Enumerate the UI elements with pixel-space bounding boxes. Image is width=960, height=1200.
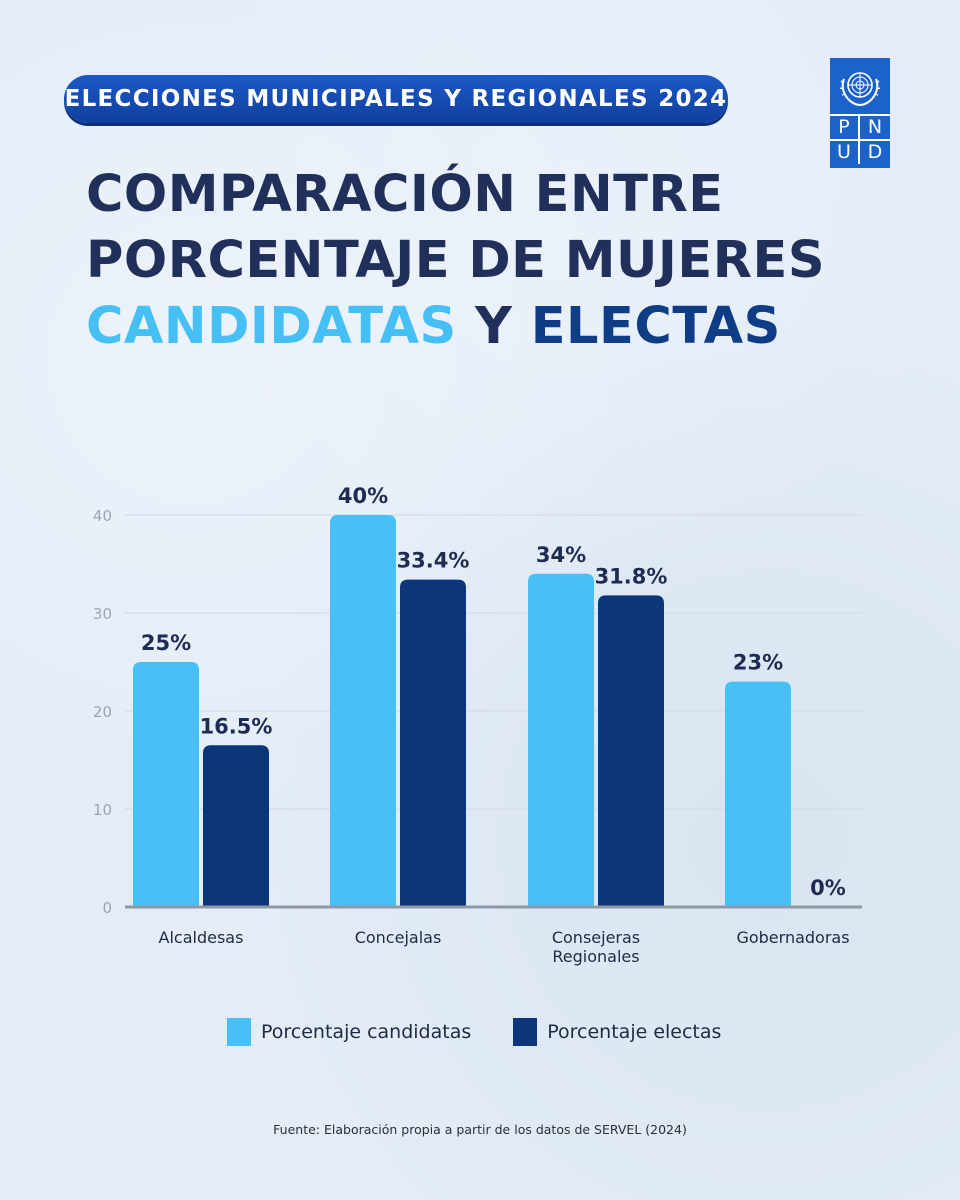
legend-swatch-electas (513, 1018, 538, 1046)
data-label: 33.4% (397, 549, 470, 573)
bar-candidatas (528, 573, 594, 907)
bar-candidatas (725, 681, 791, 907)
legend-label-candidatas: Porcentaje candidatas (261, 1021, 472, 1043)
title-line-2: PORCENTAJE DE MUJERES (86, 231, 826, 290)
pnud-letters: P N U D (830, 114, 890, 164)
x-tick-label: Consejeras (552, 928, 640, 947)
data-label: 34% (536, 543, 586, 567)
chart-legend: Porcentaje candidatas Porcentaje electas (227, 1018, 721, 1046)
title-conjunction: Y (456, 297, 531, 356)
legend-label-electas: Porcentaje electas (547, 1021, 722, 1043)
y-tick-label: 0 (102, 899, 112, 917)
data-label: 40% (338, 484, 388, 508)
un-emblem-icon (839, 72, 881, 106)
data-label: 23% (733, 651, 783, 675)
header-pill: ELECCIONES MUNICIPALES Y REGIONALES 2024 (64, 75, 728, 123)
title-candidatas: CANDIDATAS (86, 297, 457, 356)
legend-item-electas: Porcentaje electas (513, 1018, 721, 1046)
bar-electas (598, 595, 664, 907)
y-tick-label: 10 (93, 801, 112, 819)
y-tick-label: 40 (93, 507, 112, 525)
logo-letter: D (860, 139, 890, 164)
page-title: COMPARACIÓN ENTRE PORCENTAJE DE MUJERES … (86, 162, 866, 360)
legend-item-candidatas: Porcentaje candidatas (227, 1018, 471, 1046)
logo-letter: U (830, 139, 860, 164)
x-tick-label: Gobernadoras (736, 928, 849, 947)
source-note: Fuente: Elaboración propia a partir de l… (273, 1122, 687, 1137)
data-label: 0% (810, 876, 846, 900)
x-tick-label: Regionales (552, 947, 639, 966)
logo-letter: P (830, 114, 860, 139)
bar-electas (203, 745, 269, 907)
data-label: 31.8% (595, 564, 668, 588)
title-line-3: CANDIDATAS Y ELECTAS (86, 294, 866, 360)
title-electas: ELECTAS (530, 297, 781, 356)
x-tick-label: Alcaldesas (159, 928, 244, 947)
bar-candidatas (133, 662, 199, 907)
header-pill-text: ELECCIONES MUNICIPALES Y REGIONALES 2024 (64, 86, 728, 112)
x-tick-label: Concejalas (355, 928, 442, 947)
data-label: 25% (141, 631, 191, 655)
bar-candidatas (330, 515, 396, 907)
legend-swatch-candidatas (227, 1018, 251, 1046)
pnud-logo: P N U D (830, 58, 890, 168)
y-tick-label: 30 (93, 605, 112, 623)
title-line-1: COMPARACIÓN ENTRE (86, 165, 724, 224)
bar-chart: 0 10 20 30 40 25% 16.5% Alcaldesas 40% 33.4% Conce… (93, 484, 862, 966)
bar-electas (400, 579, 466, 907)
y-tick-label: 20 (93, 703, 112, 721)
data-label: 16.5% (200, 714, 273, 738)
logo-letter: N (860, 114, 890, 139)
